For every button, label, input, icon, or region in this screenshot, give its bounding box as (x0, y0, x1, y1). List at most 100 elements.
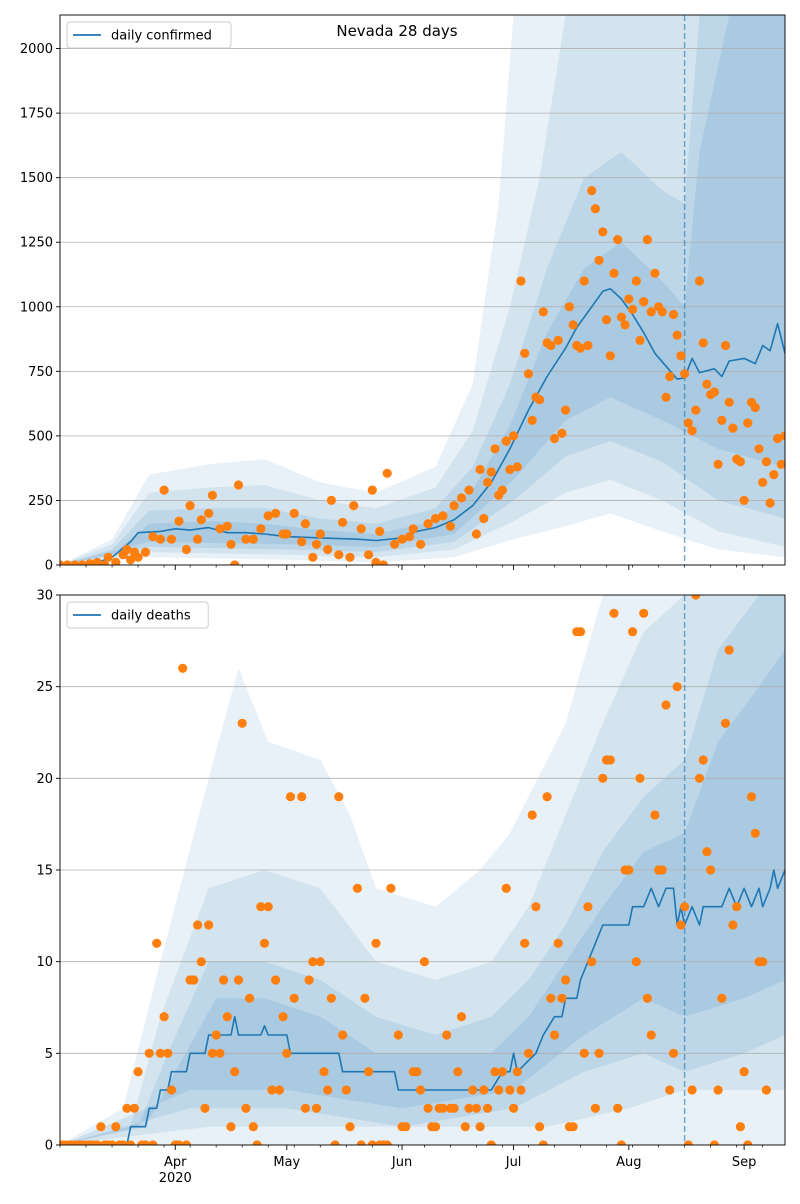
data-point (308, 957, 318, 967)
data-point (587, 186, 597, 196)
data-point (776, 459, 785, 469)
data-point (527, 415, 537, 425)
data-point (92, 557, 102, 565)
data-point (683, 418, 693, 428)
data-point (233, 480, 244, 490)
data-point (605, 755, 615, 765)
data-point (271, 975, 281, 985)
legend-box (66, 601, 209, 629)
data-point (672, 682, 682, 692)
uncertainty-band-1 (60, 15, 785, 565)
data-point (483, 1103, 493, 1113)
chart-title: Nevada 28 days (336, 22, 457, 40)
data-point (178, 663, 188, 673)
data-point (527, 810, 537, 820)
data-point (430, 513, 441, 524)
x-tick-label: Sep (732, 1155, 757, 1170)
data-point (720, 718, 731, 728)
data-point (140, 547, 151, 557)
data-point (564, 302, 575, 312)
data-point (631, 957, 641, 967)
data-point (163, 1048, 173, 1058)
data-point (297, 792, 307, 802)
data-point (297, 537, 307, 547)
data-point (445, 521, 455, 531)
data-point (371, 938, 381, 948)
x-tick-label: Aug (616, 1155, 641, 1170)
data-point (419, 957, 429, 967)
data-point (196, 515, 206, 525)
data-point (460, 1122, 470, 1132)
data-point (311, 539, 322, 549)
data-point (512, 1067, 522, 1077)
data-point (118, 1140, 128, 1145)
data-point (698, 338, 708, 348)
data-point (561, 975, 571, 985)
data-point (743, 1140, 753, 1145)
data-point (720, 340, 731, 351)
data-point (732, 902, 742, 912)
data-point (308, 552, 318, 562)
data-point (338, 517, 348, 528)
data-point (616, 1140, 626, 1145)
data-point (535, 1122, 545, 1132)
data-point (364, 550, 374, 560)
data-point (282, 1048, 292, 1058)
data-point (639, 297, 649, 307)
x-tick-label: Apr (164, 1155, 187, 1170)
legend-box (66, 21, 232, 49)
data-point (687, 1085, 697, 1095)
data-point (304, 975, 314, 985)
y-tick-label: 15 (36, 864, 53, 879)
data-point (289, 508, 299, 518)
data-point (248, 534, 258, 544)
data-point (453, 1067, 463, 1077)
data-point (390, 539, 400, 549)
data-point (702, 379, 712, 389)
data-point (207, 490, 217, 500)
data-point (378, 560, 389, 565)
y-tick-label: 500 (28, 429, 53, 444)
data-point (326, 495, 336, 505)
data-point (765, 498, 775, 508)
data-point (590, 1103, 601, 1113)
axes-frame (59, 14, 786, 566)
data-point (103, 552, 113, 562)
data-point (553, 938, 563, 948)
data-point (263, 902, 273, 912)
data-point (449, 1103, 459, 1113)
data-point (226, 539, 236, 549)
data-point (289, 993, 299, 1003)
data-point (204, 508, 214, 518)
data-point (219, 975, 229, 985)
data-point (635, 773, 645, 783)
data-point (650, 268, 660, 278)
data-point (155, 1048, 165, 1058)
plot-area (60, 595, 785, 1145)
data-point (371, 557, 381, 565)
data-point (735, 1122, 746, 1132)
data-point (501, 436, 511, 446)
data-point (364, 1067, 374, 1077)
data-point (661, 700, 671, 710)
data-point (70, 560, 80, 565)
data-point (159, 485, 169, 495)
data-point (464, 1103, 474, 1113)
data-point (323, 1085, 333, 1095)
data-point (598, 227, 608, 237)
data-point (233, 975, 244, 985)
uncertainty-band-2 (60, 15, 785, 565)
data-point (642, 993, 653, 1003)
data-point (456, 1012, 467, 1022)
y-tick-label: 1750 (20, 107, 53, 122)
data-point (646, 1030, 656, 1040)
data-point (668, 309, 679, 320)
data-point (382, 468, 392, 478)
data-point (397, 534, 407, 544)
data-point (111, 1122, 121, 1132)
data-point (211, 1030, 221, 1040)
x-tick-sublabel: 2020 (159, 1171, 192, 1186)
data-point (282, 529, 292, 539)
data-point (412, 1067, 422, 1077)
